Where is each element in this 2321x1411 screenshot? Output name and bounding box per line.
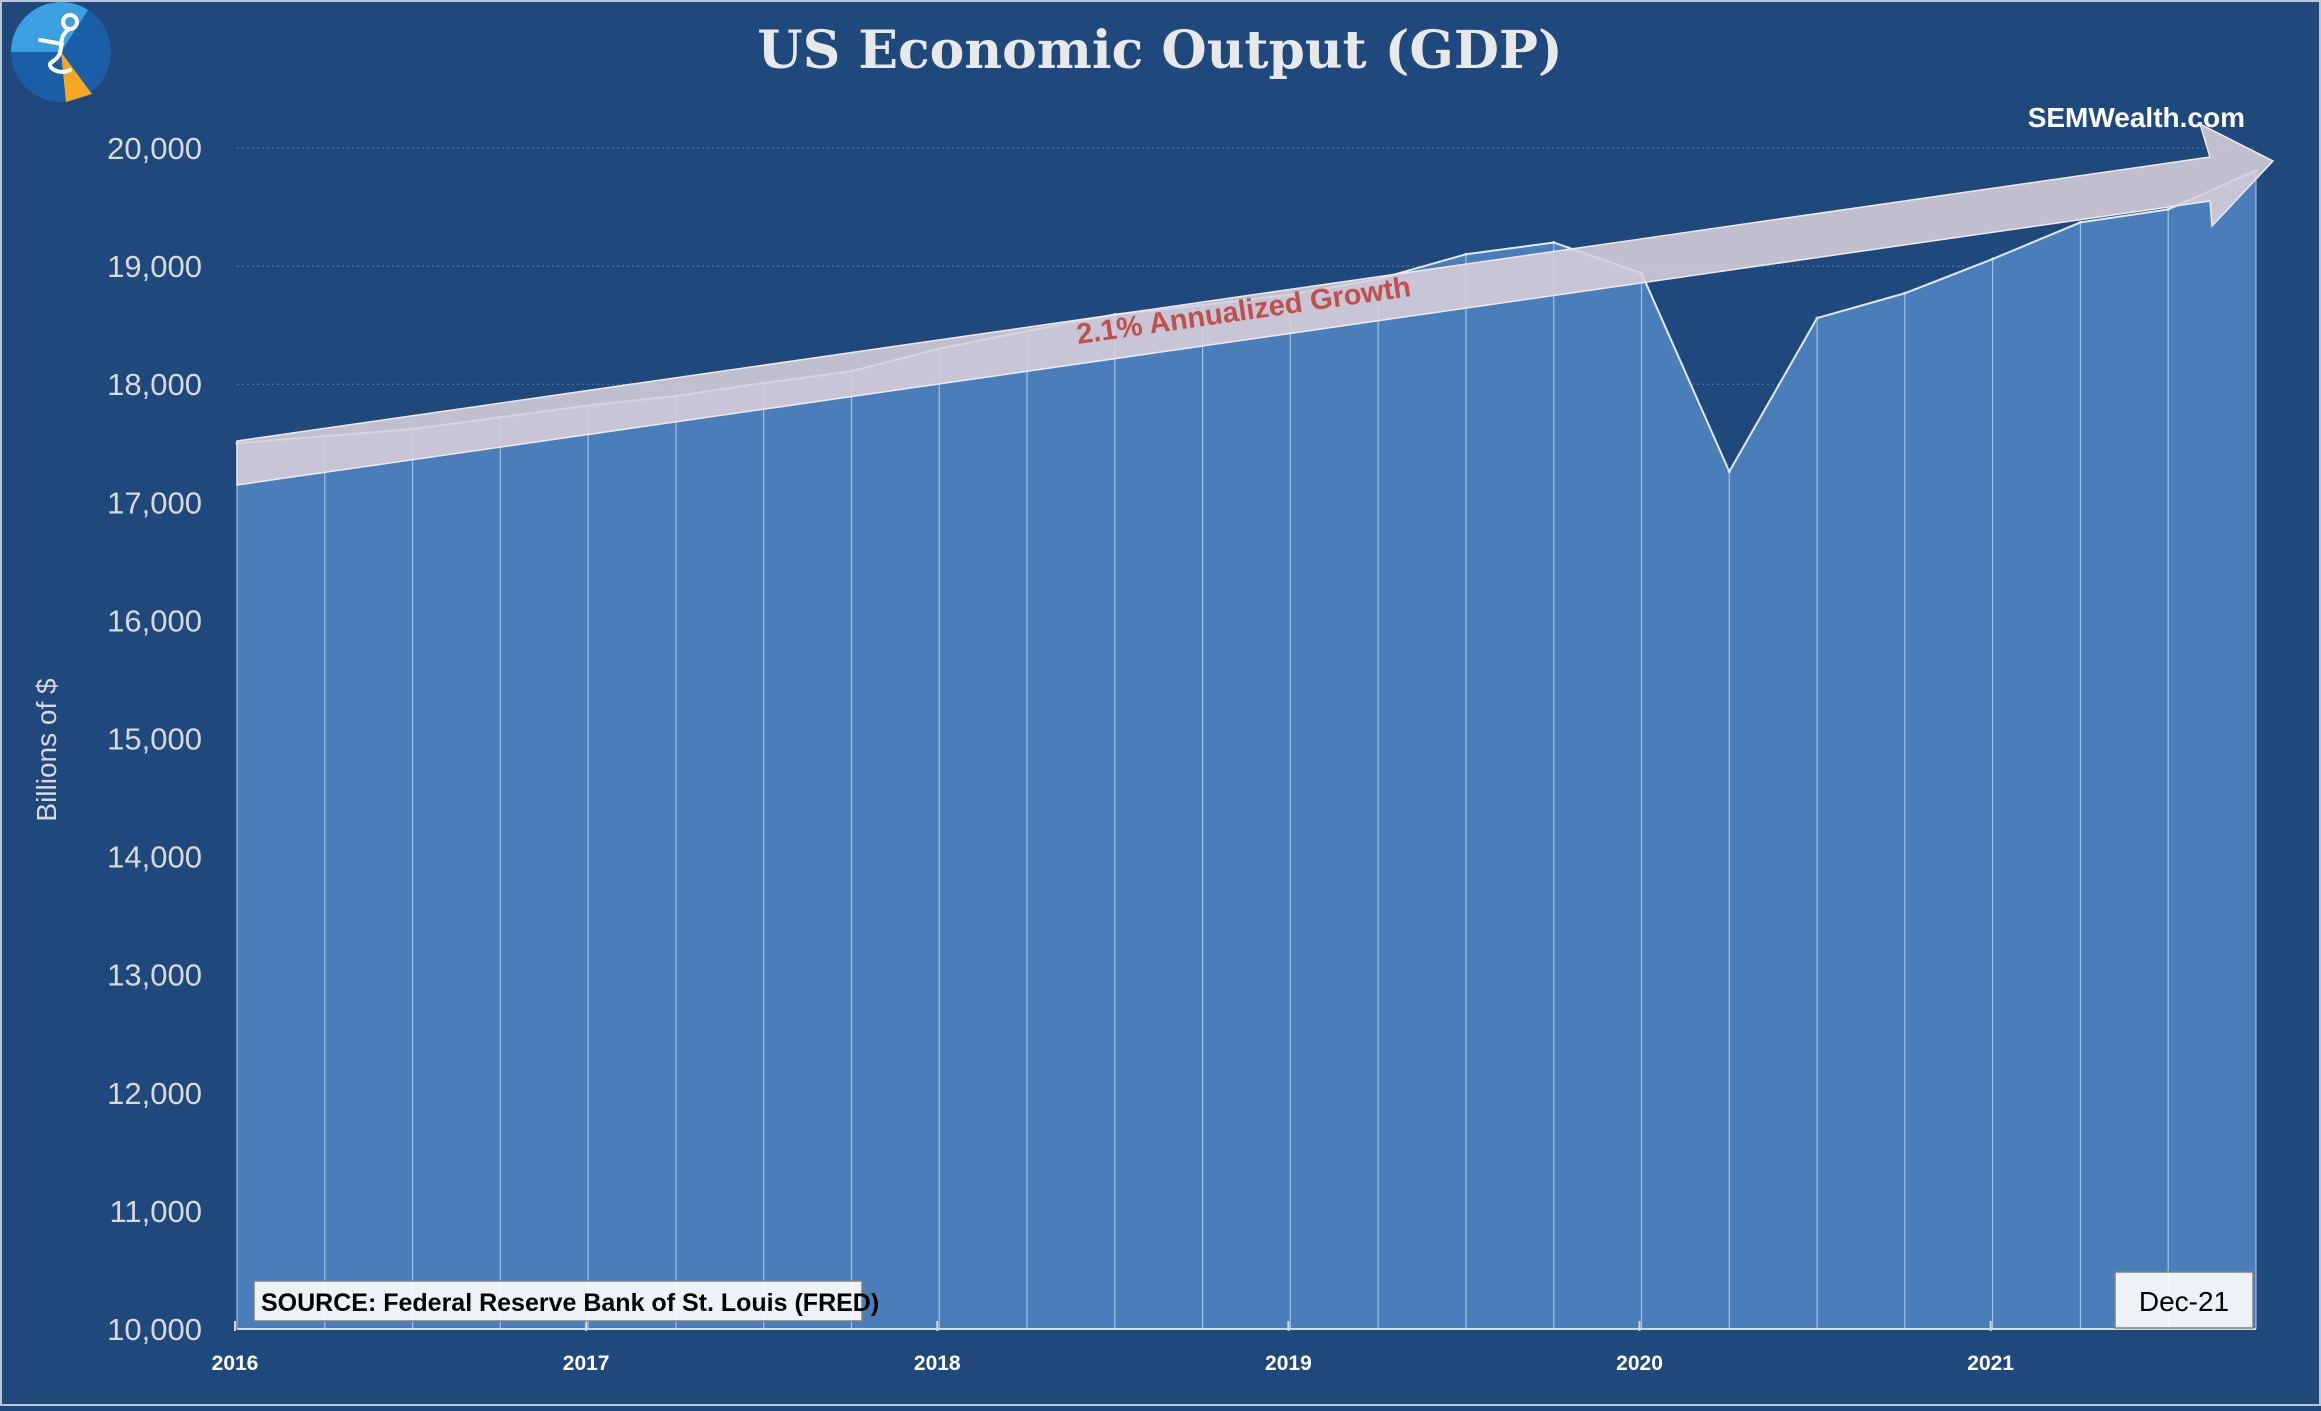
y-tick-label: 15,000 xyxy=(107,722,202,757)
x-tick-label: 2018 xyxy=(914,1352,961,1375)
x-tick-label: 2016 xyxy=(212,1352,259,1375)
y-tick-label: 12,000 xyxy=(107,1076,202,1111)
gdp-area xyxy=(235,168,2258,1330)
y-tick-label: 10,000 xyxy=(107,1312,202,1347)
growth-arrow-shape xyxy=(236,122,2275,486)
x-tick-label: 2017 xyxy=(563,1352,610,1375)
y-tick-label: 14,000 xyxy=(107,840,202,875)
source-text: SOURCE: Federal Reserve Bank of St. Loui… xyxy=(261,1289,879,1317)
date-badge: Dec-21 xyxy=(2114,1271,2254,1329)
x-axis-ticks: 2016 2017 2018 2019 2020 2021 xyxy=(212,1321,2256,1375)
y-axis-ticks: 10,000 11,000 12,000 13,000 14,000 15,000 16,0… xyxy=(107,131,202,1347)
y-tick-label: 16,000 xyxy=(107,603,202,638)
chart-title: US Economic Output (GDP) xyxy=(757,20,1562,81)
y-tick-label: 19,000 xyxy=(107,249,202,284)
brand-label: SEMWealth.com xyxy=(2028,102,2245,133)
y-tick-label: 20,000 xyxy=(107,131,202,166)
y-tick-label: 13,000 xyxy=(107,958,202,993)
x-tick-label: 2019 xyxy=(1265,1352,1312,1375)
x-tick-label: 2021 xyxy=(1967,1352,2014,1375)
x-tick-label: 2020 xyxy=(1616,1352,1663,1375)
quarter-dividers xyxy=(236,170,2257,1329)
date-badge-text: Dec-21 xyxy=(2139,1286,2229,1317)
sem-logo-icon xyxy=(11,2,111,102)
y-tick-label: 18,000 xyxy=(107,367,202,402)
source-box: SOURCE: Federal Reserve Bank of St. Loui… xyxy=(253,1280,879,1322)
gdp-area-fill xyxy=(237,170,2256,1330)
y-tick-label: 11,000 xyxy=(109,1194,202,1229)
y-tick-label: 17,000 xyxy=(107,485,202,520)
y-axis-label: Billions of $ xyxy=(31,678,62,822)
